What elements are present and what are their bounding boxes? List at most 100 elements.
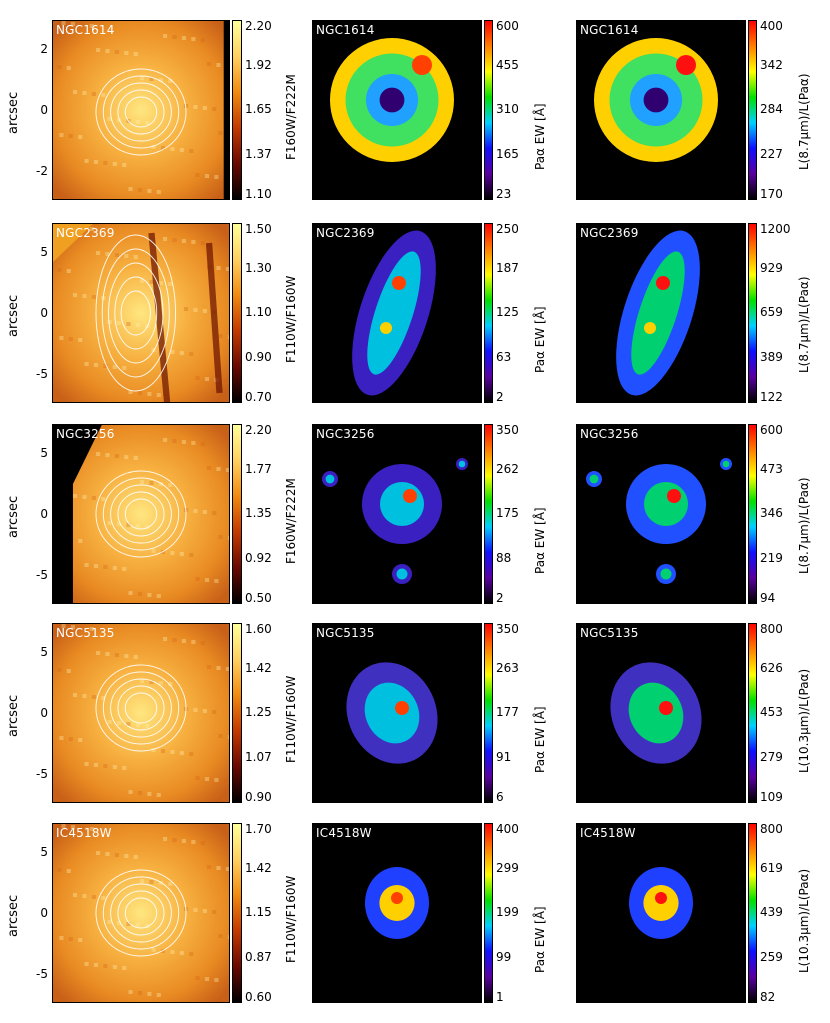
y-axis-label: arcsec — [6, 894, 21, 937]
galaxy-name: IC4518W — [316, 826, 372, 840]
colorbar — [232, 223, 242, 403]
map-image — [576, 424, 746, 604]
y-axis-label: arcsec — [6, 91, 21, 134]
colorbar-label: F110W/F160W — [284, 275, 298, 363]
colorbar — [232, 823, 242, 1003]
colorbar-tick-label: 1 — [496, 990, 504, 1004]
colorbar-label: F110W/F160W — [284, 875, 298, 963]
colorbar-tick-label: 400 — [496, 822, 519, 836]
colorbar-label: L(10.3μm)/L(Paα) — [797, 868, 811, 973]
colorbar-tick-label: 350 — [496, 423, 519, 437]
map-image — [52, 623, 230, 803]
y-tick-label: -5 — [36, 367, 48, 382]
colorbar-label: Paα EW [Å] — [533, 507, 547, 574]
colorbar-label: L(10.3μm)/L(Paα) — [797, 668, 811, 773]
colorbar-label: Paα EW [Å] — [533, 103, 547, 170]
colorbar-tick-label: 187 — [496, 260, 519, 275]
ir-to-pa-alpha-ratio-map-panel: NGC2369 — [576, 223, 746, 403]
map-image — [312, 20, 482, 200]
galaxy-name: NGC3256 — [56, 427, 115, 441]
galaxy-name: NGC2369 — [580, 226, 639, 240]
y-tick-label: 0 — [40, 906, 48, 920]
colorbar-tick-label: 284 — [760, 102, 783, 116]
colorbar-tick-label: 262 — [496, 461, 519, 476]
colorbar-tick-label: 219 — [760, 550, 783, 565]
colorbar-tick-label: 1.10 — [245, 187, 272, 201]
colorbar-label: F110W/F160W — [284, 675, 298, 763]
colorbar — [484, 424, 493, 604]
colorbar — [748, 823, 757, 1003]
galaxy-name: NGC3256 — [316, 427, 375, 441]
colorbar-tick-label: 122 — [760, 390, 783, 404]
y-tick-label: -5 — [36, 767, 48, 782]
y-tick-label: 0 — [40, 306, 48, 320]
galaxy-name: NGC5135 — [316, 626, 375, 640]
colorbar-tick-label: 299 — [496, 860, 519, 875]
ir-to-pa-alpha-ratio-map-panel: NGC5135 — [576, 623, 746, 803]
colorbar-tick-label: 279 — [760, 749, 783, 764]
galaxy-name: NGC5135 — [56, 626, 115, 640]
colorbar-label: Paα EW [Å] — [533, 706, 547, 773]
colorbar-label: Paα EW [Å] — [533, 906, 547, 973]
y-tick-label: -5 — [36, 568, 48, 583]
colorbar-tick-label: 929 — [760, 260, 783, 275]
colorbar-tick-label: 1.60 — [245, 622, 272, 636]
color-map-panel: NGC2369 — [52, 223, 230, 403]
colorbar-tick-label: 473 — [760, 461, 783, 476]
colorbar-tick-label: 1.25 — [245, 705, 272, 719]
colorbar-tick-label: 170 — [760, 187, 783, 201]
y-tick-label: 5 — [40, 644, 48, 659]
colorbar-tick-label: 109 — [760, 790, 783, 804]
colorbar-tick-label: 1.07 — [245, 749, 272, 764]
colorbar-tick-label: 1.30 — [245, 260, 272, 275]
colorbar-tick-label: 350 — [496, 622, 519, 636]
map-image — [52, 20, 230, 200]
colorbar-tick-label: 0.90 — [245, 790, 272, 804]
colorbar-tick-label: 1.50 — [245, 222, 272, 236]
y-tick-label: 5 — [40, 844, 48, 859]
colorbar-tick-label: 250 — [496, 222, 519, 236]
colorbar-tick-label: 439 — [760, 905, 783, 919]
colorbar-tick-label: 400 — [760, 19, 783, 33]
y-tick-label: -5 — [36, 967, 48, 982]
colorbar-tick-label: 0.87 — [245, 949, 272, 964]
pa-alpha-ew-map-panel: NGC5135 — [312, 623, 482, 803]
colorbar-label: F160W/F222M — [284, 74, 298, 160]
pa-alpha-ew-map-panel: NGC3256 — [312, 424, 482, 604]
colorbar-tick-label: 1.92 — [245, 57, 272, 72]
ir-to-pa-alpha-ratio-map-panel: NGC1614 — [576, 20, 746, 200]
colorbar-tick-label: 600 — [760, 423, 783, 437]
map-image — [52, 823, 230, 1003]
y-tick-label: 5 — [40, 244, 48, 259]
colorbar-tick-label: 600 — [496, 19, 519, 33]
y-tick-label: 0 — [40, 103, 48, 117]
colorbar-label: L(8.7μm)/L(Paα) — [797, 73, 811, 170]
colorbar-tick-label: 455 — [496, 57, 519, 72]
colorbar-tick-label: 175 — [496, 506, 519, 520]
colorbar-tick-label: 310 — [496, 102, 519, 116]
colorbar-tick-label: 1.65 — [245, 102, 272, 116]
ir-to-pa-alpha-ratio-map-panel: NGC3256 — [576, 424, 746, 604]
colorbar-tick-label: 227 — [760, 146, 783, 161]
map-image — [52, 424, 230, 604]
colorbar-tick-label: 177 — [496, 705, 519, 719]
colorbar-tick-label: 453 — [760, 705, 783, 719]
colorbar — [748, 20, 757, 200]
colorbar-tick-label: 2.20 — [245, 19, 272, 33]
colorbar-tick-label: 82 — [760, 990, 776, 1004]
galaxy-name: NGC2369 — [56, 226, 115, 240]
colorbar — [232, 20, 242, 200]
colorbar-tick-label: 23 — [496, 187, 512, 201]
colorbar — [748, 424, 757, 604]
colorbar-tick-label: 63 — [496, 349, 512, 364]
colorbar-tick-label: 6 — [496, 790, 504, 804]
colorbar — [484, 623, 493, 803]
galaxy-name: IC4518W — [580, 826, 636, 840]
color-map-panel: NGC5135 — [52, 623, 230, 803]
color-map-panel: IC4518W — [52, 823, 230, 1003]
map-image — [312, 223, 482, 403]
y-tick-label: 5 — [40, 445, 48, 460]
colorbar — [484, 20, 493, 200]
map-image — [312, 623, 482, 803]
y-axis-label: arcsec — [6, 294, 21, 337]
